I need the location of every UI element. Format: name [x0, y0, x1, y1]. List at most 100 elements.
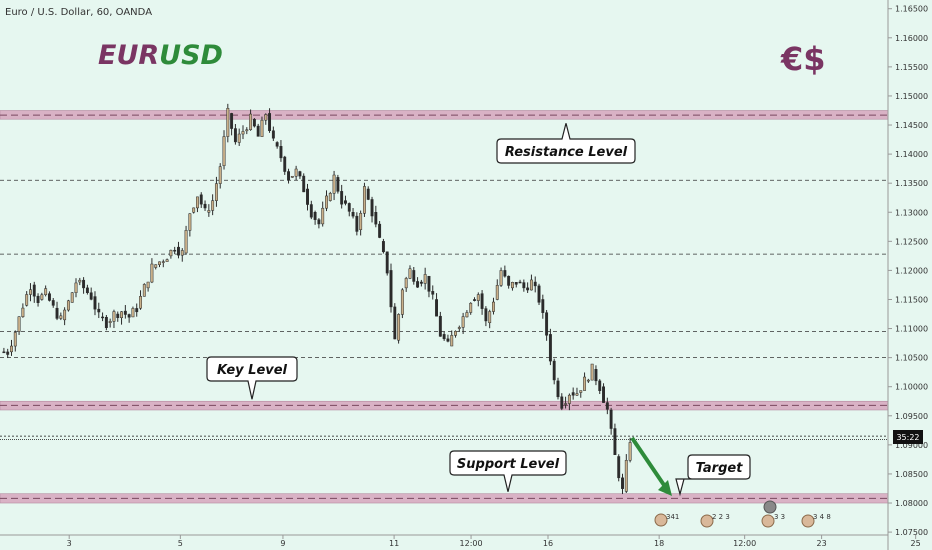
candle-body[interactable]: [400, 289, 404, 315]
candle-body[interactable]: [564, 403, 568, 405]
candle-body[interactable]: [567, 394, 571, 404]
candle-body[interactable]: [108, 321, 112, 323]
candle-body[interactable]: [438, 315, 442, 337]
candle-body[interactable]: [283, 156, 287, 172]
candle-body[interactable]: [575, 393, 579, 396]
candle-body[interactable]: [548, 334, 552, 362]
candle-body[interactable]: [423, 274, 427, 284]
candle-body[interactable]: [624, 460, 628, 492]
candle-body[interactable]: [268, 113, 272, 131]
candle-body[interactable]: [230, 113, 234, 129]
candle-body[interactable]: [313, 212, 317, 220]
candle-body[interactable]: [514, 282, 518, 285]
candle-body[interactable]: [222, 136, 226, 166]
event-icon[interactable]: [700, 514, 714, 528]
event-icon[interactable]: [654, 513, 668, 527]
candle-body[interactable]: [78, 279, 82, 283]
candle-body[interactable]: [488, 311, 492, 323]
candle-body[interactable]: [135, 308, 139, 313]
candle-body[interactable]: [537, 285, 541, 303]
candle-body[interactable]: [621, 477, 624, 489]
candle-body[interactable]: [271, 130, 275, 139]
event-icon[interactable]: [761, 514, 775, 528]
candle-body[interactable]: [389, 270, 393, 308]
candle-body[interactable]: [40, 294, 44, 300]
candles[interactable]: [2, 103, 632, 495]
candle-body[interactable]: [351, 212, 355, 217]
candle-body[interactable]: [579, 390, 583, 393]
candle-body[interactable]: [370, 199, 374, 217]
candle-body[interactable]: [146, 281, 150, 289]
candle-body[interactable]: [598, 380, 602, 391]
candle-body[interactable]: [328, 193, 332, 201]
candle-body[interactable]: [461, 316, 465, 328]
candle-body[interactable]: [104, 316, 108, 328]
candle-body[interactable]: [89, 292, 93, 300]
candle-body[interactable]: [211, 200, 215, 211]
candle-body[interactable]: [177, 246, 180, 256]
candle-body[interactable]: [184, 230, 188, 254]
candle-body[interactable]: [237, 133, 241, 143]
candle-body[interactable]: [435, 299, 438, 317]
candle-body[interactable]: [275, 142, 279, 147]
candle-body[interactable]: [359, 213, 363, 230]
candle-body[interactable]: [290, 175, 294, 178]
candle-body[interactable]: [199, 194, 203, 205]
candle-body[interactable]: [279, 146, 283, 159]
candle-body[interactable]: [10, 345, 13, 353]
candle-body[interactable]: [495, 285, 499, 300]
candle-body[interactable]: [457, 327, 461, 329]
candle-body[interactable]: [218, 166, 222, 184]
candle-body[interactable]: [560, 396, 564, 409]
candle-body[interactable]: [294, 168, 298, 177]
candle-body[interactable]: [264, 114, 268, 121]
candle-body[interactable]: [93, 296, 97, 310]
candle-body[interactable]: [85, 287, 89, 293]
event-icon[interactable]: [801, 514, 815, 528]
candle-body[interactable]: [325, 195, 328, 209]
candle-body[interactable]: [47, 293, 51, 301]
candle-body[interactable]: [476, 294, 480, 301]
candle-body[interactable]: [602, 386, 605, 403]
candle-body[interactable]: [609, 409, 613, 429]
candle-body[interactable]: [419, 281, 423, 284]
candle-body[interactable]: [480, 293, 484, 309]
candle-body[interactable]: [203, 203, 207, 209]
candle-body[interactable]: [287, 171, 290, 181]
candle-body[interactable]: [25, 294, 29, 306]
candle-body[interactable]: [317, 219, 321, 225]
candle-body[interactable]: [70, 292, 74, 303]
candle-body[interactable]: [556, 380, 560, 398]
candle-body[interactable]: [139, 296, 142, 309]
candle-body[interactable]: [2, 351, 6, 354]
candle-body[interactable]: [309, 204, 313, 218]
candle-body[interactable]: [583, 376, 587, 391]
candle-body[interactable]: [169, 249, 173, 257]
candle-body[interactable]: [66, 300, 70, 311]
candle-body[interactable]: [298, 171, 302, 177]
candle-body[interactable]: [378, 223, 382, 238]
candle-body[interactable]: [260, 119, 264, 137]
candle-body[interactable]: [123, 310, 127, 315]
candle-body[interactable]: [51, 300, 55, 306]
candle-body[interactable]: [321, 207, 325, 225]
candle-body[interactable]: [397, 314, 401, 341]
candle-body[interactable]: [332, 174, 336, 194]
candle-body[interactable]: [374, 212, 378, 225]
candle-body[interactable]: [233, 128, 237, 143]
candle-body[interactable]: [249, 113, 253, 130]
candle-body[interactable]: [158, 261, 161, 265]
candle-body[interactable]: [442, 334, 446, 340]
candle-body[interactable]: [63, 309, 67, 321]
candle-body[interactable]: [188, 213, 192, 231]
candle-body[interactable]: [552, 360, 556, 381]
candle-body[interactable]: [306, 188, 309, 205]
candle-body[interactable]: [522, 282, 526, 289]
candle-body[interactable]: [36, 295, 40, 303]
candle-body[interactable]: [150, 263, 154, 283]
candle-body[interactable]: [427, 275, 431, 292]
candle-body[interactable]: [165, 259, 169, 262]
candle-body[interactable]: [526, 287, 530, 291]
candle-body[interactable]: [161, 261, 165, 263]
candle-body[interactable]: [131, 308, 135, 318]
